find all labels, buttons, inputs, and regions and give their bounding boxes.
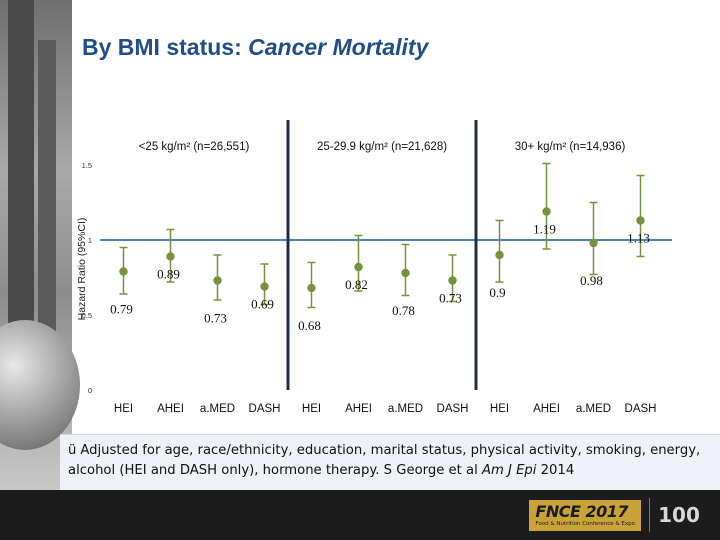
logo-main-text: FNCE 2017 <box>535 501 628 521</box>
x-tick-label: a.MED <box>200 403 235 415</box>
data-point <box>213 276 222 285</box>
hazard-ratio-chart: Hazard Ratio (95%CI) 1.5 1 0.5 0 <25 kg/m² (… <box>76 120 672 415</box>
data-label: 1.13 <box>627 231 650 246</box>
data-point <box>542 207 551 216</box>
data-label: 0.98 <box>580 273 603 288</box>
data-point <box>307 283 316 293</box>
background-photo <box>0 0 80 490</box>
y-tick-label: 1.5 <box>82 161 92 170</box>
data-point <box>401 268 410 278</box>
fnce-logo: FNCE 2017 Food & Nutrition Conference & … <box>529 494 708 536</box>
footer-bar: FNCE 2017 Food & Nutrition Conference & … <box>0 490 720 540</box>
group-header: 30+ kg/m² (n=14,936) <box>515 141 626 153</box>
building-silhouette <box>8 0 34 330</box>
data-point <box>354 262 363 272</box>
x-tick-label: a.MED <box>576 403 611 415</box>
data-label: 0.79 <box>110 302 133 317</box>
slide-title: By BMI status: Cancer Mortality <box>82 34 428 61</box>
title-main: By BMI status: <box>82 34 249 60</box>
data-label: 0.78 <box>392 303 415 318</box>
x-tick-label: DASH <box>437 403 469 415</box>
logo-sub-text: Food & Nutrition Conference & Expo <box>535 520 635 527</box>
data-label: 0.89 <box>157 267 180 282</box>
footnote-panel: ü Adjusted for age, race/ethnicity, educa… <box>60 434 720 490</box>
data-label: 0.69 <box>251 297 274 312</box>
cloud-gate-sculpture <box>0 320 80 450</box>
group-header: 25-29.9 kg/m² (n=21,628) <box>317 141 447 153</box>
anniversary-logo: 100 <box>649 498 708 532</box>
footnote-text: Adjusted for age, race/ethnicity, educat… <box>68 443 701 478</box>
x-tick-label: AHEI <box>157 403 184 415</box>
data-label: 0.82 <box>345 277 368 292</box>
data-point <box>495 250 504 260</box>
data-point <box>119 267 128 276</box>
data-label: 1.19 <box>533 222 556 237</box>
data-point <box>589 238 598 248</box>
footnote-year: 2014 <box>536 463 575 478</box>
building-silhouette <box>38 40 56 340</box>
data-point <box>166 252 175 261</box>
data-label: 0.68 <box>298 318 321 333</box>
fnce-logo-box: FNCE 2017 Food & Nutrition Conference & … <box>529 499 641 531</box>
group-header: <25 kg/m² (n=26,551) <box>139 141 250 153</box>
data-point <box>260 282 269 291</box>
footnote-journal: Am J Epi <box>481 463 537 478</box>
x-tick-label: DASH <box>625 403 657 415</box>
data-point <box>636 216 645 225</box>
data-label: 0.73 <box>439 291 462 306</box>
title-italic: Cancer Mortality <box>248 34 429 60</box>
plot-area: 1.5 1 0.5 0 <25 kg/m² (n=26,551) 0.79 HEI 0.89 A… <box>82 120 672 415</box>
checkmark-icon: ü <box>68 443 77 458</box>
x-tick-label: AHEI <box>345 403 372 415</box>
x-tick-label: HEI <box>114 403 133 415</box>
data-point <box>448 276 457 285</box>
y-tick-label: 0.5 <box>82 311 92 320</box>
data-label: 0.73 <box>204 311 227 326</box>
x-tick-label: DASH <box>249 403 281 415</box>
x-tick-label: HEI <box>302 403 321 415</box>
data-label: 0.9 <box>489 285 505 300</box>
x-tick-label: HEI <box>490 403 509 415</box>
y-tick-label: 1 <box>88 236 92 245</box>
y-axis-title: Hazard Ratio (95%CI) <box>76 218 88 321</box>
x-tick-label: a.MED <box>388 403 423 415</box>
x-tick-label: AHEI <box>533 403 560 415</box>
y-tick-label: 0 <box>88 386 92 395</box>
y-axis-title-group: Hazard Ratio (95%CI) <box>76 218 88 321</box>
